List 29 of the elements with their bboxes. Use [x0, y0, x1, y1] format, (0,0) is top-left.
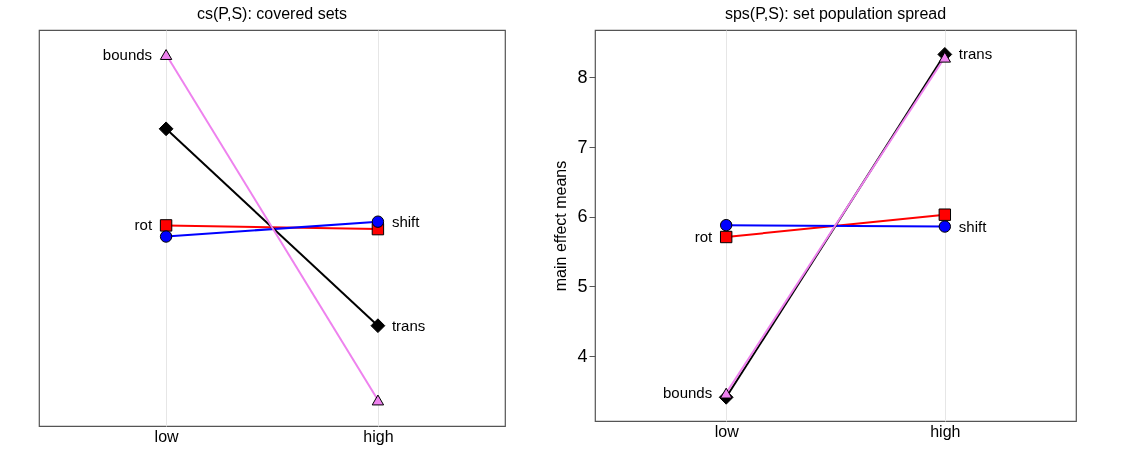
- point: [370, 318, 386, 334]
- x-tick-label: low: [154, 427, 180, 445]
- point: [719, 218, 733, 232]
- point: [719, 230, 733, 244]
- chart-title: cs(P,S): covered sets: [197, 5, 347, 22]
- point: [938, 220, 952, 233]
- point: [158, 121, 174, 137]
- series-label: trans: [958, 45, 993, 63]
- y-tick-label: 6: [577, 206, 588, 227]
- point: [371, 215, 385, 228]
- series-label: rot: [134, 216, 153, 234]
- x-tick-label: high: [930, 422, 961, 440]
- point: [159, 230, 173, 243]
- point: [159, 219, 173, 232]
- y-tick-label: 8: [577, 66, 588, 87]
- point: [938, 208, 952, 221]
- series-label: trans: [391, 316, 426, 334]
- y-tick-label: 7: [577, 136, 588, 157]
- y-tick-label: 5: [577, 275, 588, 296]
- y-tick-label: 4: [577, 345, 588, 366]
- series-label: shift: [391, 212, 421, 230]
- x-tick-label: high: [363, 427, 394, 445]
- series-label: rot: [694, 228, 713, 245]
- series-label: bounds: [662, 384, 713, 402]
- y-axis-title: main effect means: [552, 160, 570, 292]
- x-tick-label: low: [714, 422, 740, 440]
- series-label: shift: [958, 217, 988, 235]
- series-label: bounds: [102, 45, 153, 63]
- chart-title: sps(P,S): set population spread: [724, 5, 947, 22]
